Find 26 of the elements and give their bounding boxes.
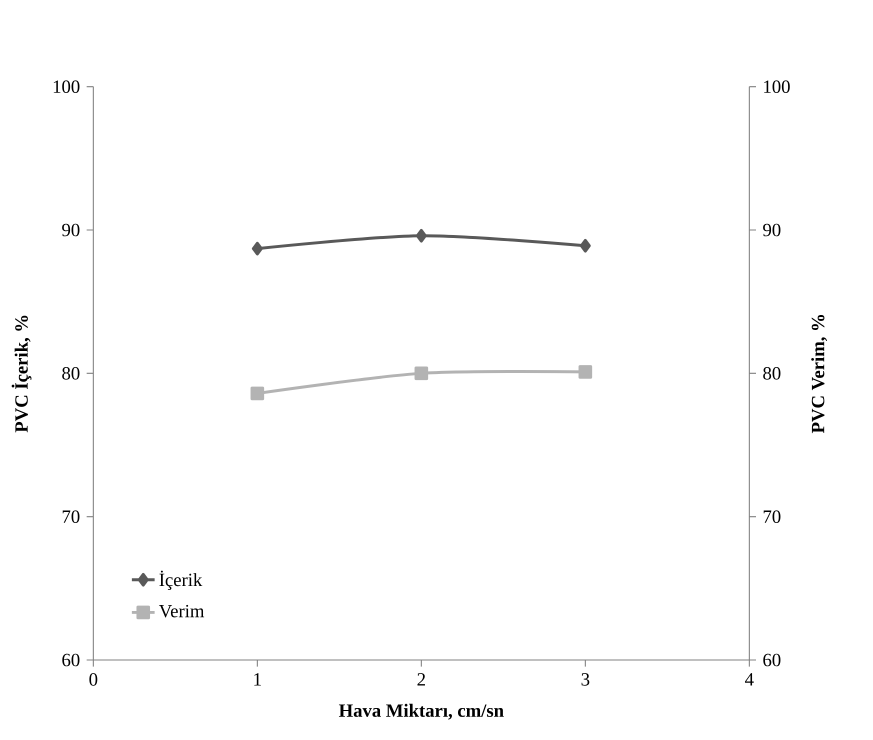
point [578, 365, 592, 379]
point [252, 242, 263, 256]
y-tick-label: 80 [62, 367, 80, 380]
point [416, 228, 427, 243]
y2-tick-label: 100 [764, 80, 790, 93]
x-tick-label: 1 [254, 673, 261, 686]
point [580, 238, 591, 253]
legend-label: Verim [158, 604, 204, 618]
x-tick-label: 2 [417, 673, 425, 686]
x-tick-label: 0 [89, 673, 98, 686]
y2-tick-label: 70 [764, 510, 780, 523]
point [250, 386, 264, 400]
y-tick-label: 90 [62, 224, 80, 236]
y2-axis-title: PVC Verim, % [811, 315, 828, 434]
x-tick-label: 4 [745, 673, 754, 686]
y-tick-label: 70 [62, 510, 80, 523]
y-axis-title: PVC İçerik, % [12, 316, 32, 432]
y2-tick-label: 90 [763, 224, 780, 236]
y-tick-label: 100 [54, 80, 80, 93]
legend-label: İçerik [159, 570, 202, 590]
y2-tick-label: 60 [763, 654, 780, 666]
x-tick-label: 3 [582, 673, 590, 686]
point [414, 366, 428, 380]
y2-tick-label: 80 [763, 367, 780, 380]
x-axis-title: Hava Miktarı, cm/sn [338, 704, 504, 720]
y-tick-label: 60 [62, 654, 80, 666]
